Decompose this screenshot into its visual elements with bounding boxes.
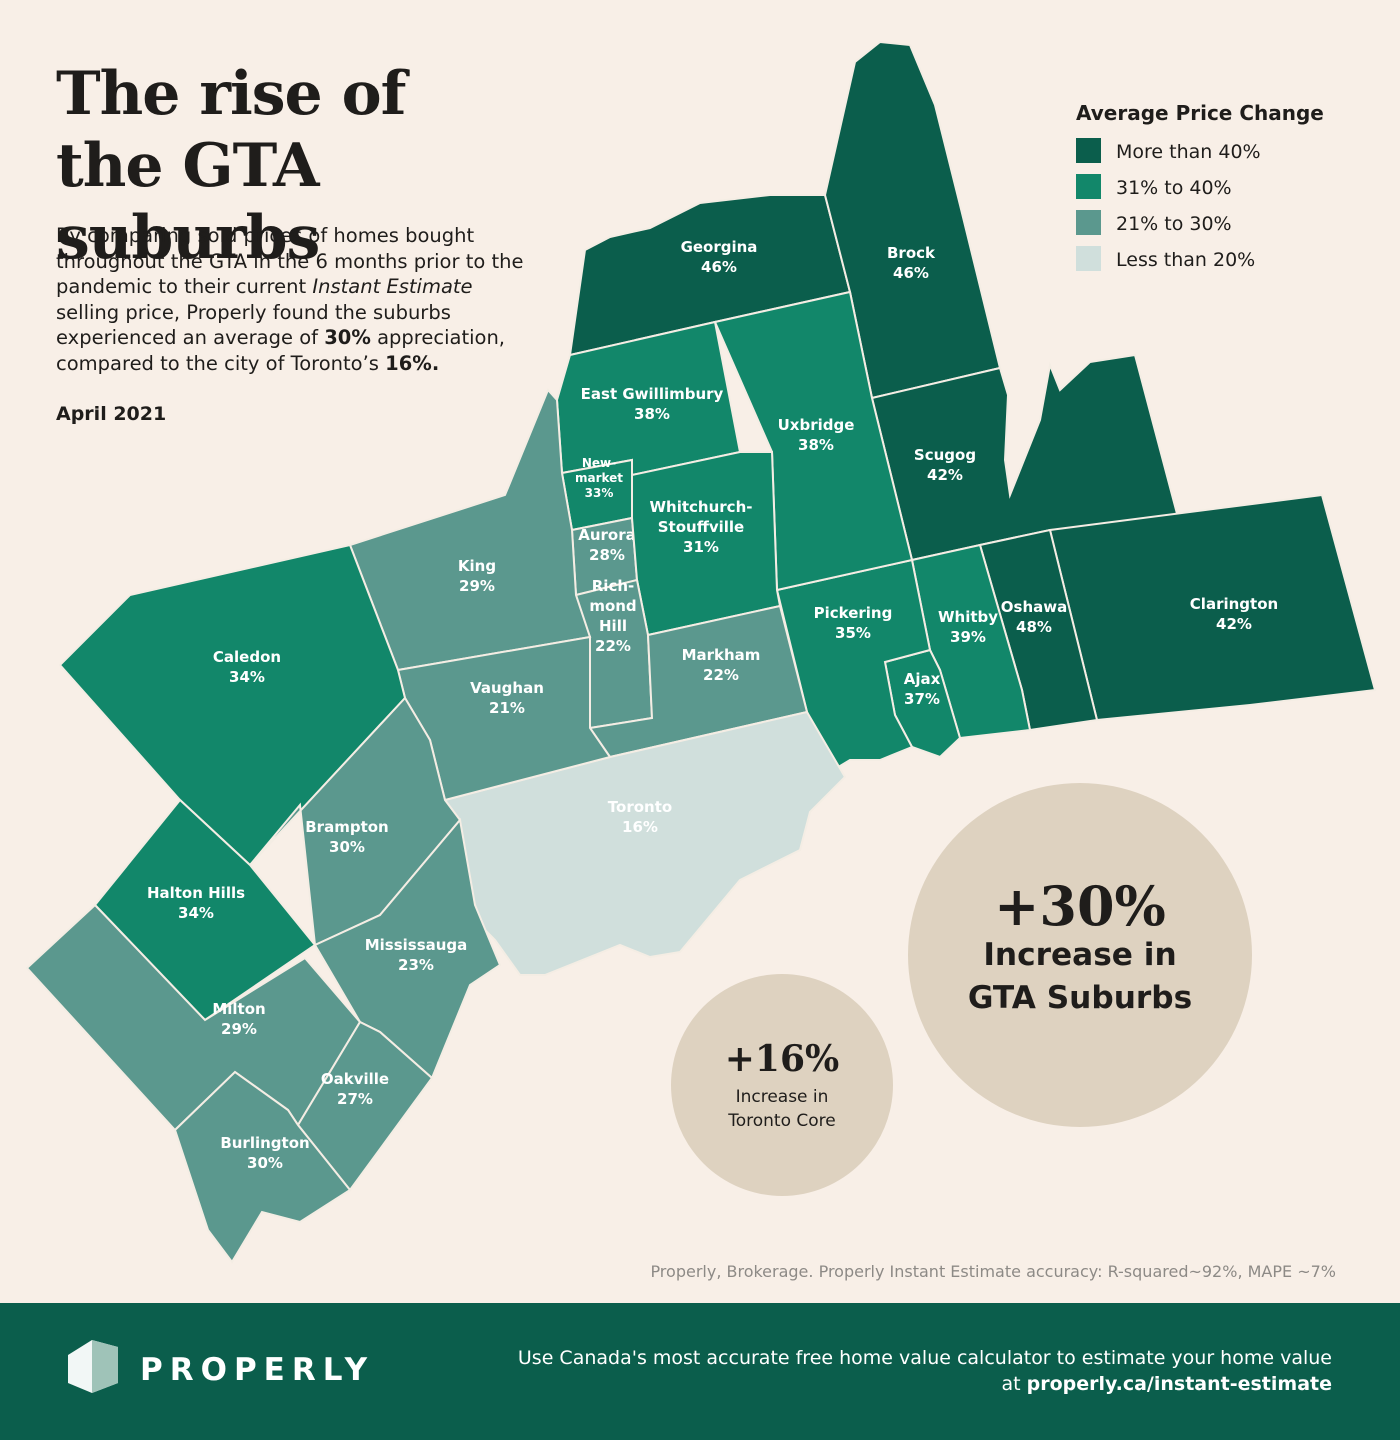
region xyxy=(173,1070,352,1264)
callout-figure: +30% xyxy=(994,874,1166,938)
intro: By comparing sold prices of homes bought… xyxy=(56,223,526,376)
region-name: Ajax xyxy=(904,670,941,688)
region-name: Whitchurch- xyxy=(650,498,753,516)
region-value: 30% xyxy=(247,1154,283,1172)
legend-label: 31% to 40% xyxy=(1116,177,1232,199)
region-name: Milton xyxy=(212,1000,265,1018)
legend-title: Average Price Change xyxy=(1076,101,1324,125)
callout-text: GTA Suburbs xyxy=(968,980,1192,1016)
footer: PROPERLY Use Canada's most accurate free… xyxy=(0,1303,1400,1440)
region-name: Oakville xyxy=(321,1070,389,1088)
region-value: 37% xyxy=(904,690,940,708)
region-name: Whitby xyxy=(938,608,998,626)
region-value: 42% xyxy=(927,466,963,484)
region-name: mond xyxy=(589,597,636,615)
region-value: 42% xyxy=(1216,615,1252,633)
region-value: 34% xyxy=(178,904,214,922)
region-value: 22% xyxy=(595,637,631,655)
region-name: Brock xyxy=(887,244,936,262)
legend-swatch xyxy=(1076,174,1101,199)
region-value: 21% xyxy=(489,699,525,717)
brand: PROPERLY xyxy=(140,1352,375,1388)
cta: Use Canada's most accurate free home val… xyxy=(518,1345,1332,1397)
region-name: Toronto xyxy=(608,798,672,816)
callout-circle xyxy=(908,783,1252,1127)
region-value: 22% xyxy=(703,666,739,684)
cta-link[interactable]: properly.ca/instant-estimate xyxy=(1026,1373,1332,1395)
callout-text: Increase in xyxy=(983,937,1176,973)
region-name: Hill xyxy=(599,617,627,635)
intro-segment: By comparing sold prices of homes bought… xyxy=(56,224,524,298)
region-value: 34% xyxy=(229,668,265,686)
cta-text: Use Canada's most accurate free home val… xyxy=(517,1347,1332,1369)
region-name: Halton Hills xyxy=(147,884,245,902)
intro-segment: 30% xyxy=(324,326,371,349)
intro-segment: appreciation, compared to the city of To… xyxy=(56,326,506,375)
callout-text: Increase in xyxy=(736,1087,829,1107)
logo-icon xyxy=(68,1340,118,1393)
source-note: Properly, Brokerage. Properly Instant Es… xyxy=(650,1262,1336,1281)
legend-swatch xyxy=(1076,138,1101,163)
region-name: Uxbridge xyxy=(778,416,855,434)
region-value: 29% xyxy=(459,577,495,595)
region-name: Burlington xyxy=(220,1134,309,1152)
region-value: 30% xyxy=(329,838,365,856)
region-value: 16% xyxy=(622,818,658,836)
region-name: Caledon xyxy=(213,648,281,666)
intro-segment: selling price, Properly found the suburb… xyxy=(56,300,451,350)
region-value: 33% xyxy=(585,486,614,500)
region-value: 46% xyxy=(701,258,737,276)
callout-figure: +16% xyxy=(725,1038,839,1080)
legend-label: More than 40% xyxy=(1116,141,1261,163)
region-value: 23% xyxy=(398,956,434,974)
region-name: Georgina xyxy=(681,238,758,256)
callout-circle xyxy=(671,974,893,1196)
legend-label: Less than 20% xyxy=(1116,249,1255,271)
region xyxy=(348,388,592,672)
intro-segment: Instant Estimate xyxy=(312,275,473,298)
region-value: 46% xyxy=(893,264,929,282)
region-name: King xyxy=(458,557,496,575)
date: April 2021 xyxy=(56,403,167,425)
region-name: Stouffville xyxy=(658,518,744,536)
region-name: Clarington xyxy=(1190,595,1278,613)
region-name: New- xyxy=(582,456,616,470)
legend-swatch xyxy=(1076,246,1101,271)
region-value: 29% xyxy=(221,1020,257,1038)
region-name: Pickering xyxy=(814,604,893,622)
region-name: Brampton xyxy=(305,818,388,836)
region-name: Oshawa xyxy=(1001,598,1067,616)
region-value: 48% xyxy=(1016,618,1052,636)
legend-label: 21% to 30% xyxy=(1116,213,1232,235)
region-value: 38% xyxy=(798,436,834,454)
callout-text: Toronto Core xyxy=(727,1111,836,1131)
region-name: market xyxy=(575,471,623,485)
title: The rise of the GTA suburbs xyxy=(56,59,406,273)
region-name: East Gwillimbury xyxy=(581,385,724,403)
cta-prefix: at xyxy=(1001,1373,1021,1395)
region-name: Scugog xyxy=(914,446,976,464)
region-value: 39% xyxy=(950,628,986,646)
region-name: Rich- xyxy=(592,577,635,595)
region-name: Mississauga xyxy=(365,936,468,954)
region-value: 28% xyxy=(589,546,625,564)
legend-swatch xyxy=(1076,210,1101,235)
intro-segment: 16%. xyxy=(385,351,440,375)
region-name: Vaughan xyxy=(470,679,544,697)
region-value: 31% xyxy=(683,538,719,556)
region-value: 38% xyxy=(634,405,670,423)
region-name: Markham xyxy=(682,646,761,664)
map: Georgina 46% Brock 46% Scugog 42% Clarington 42… xyxy=(25,40,1377,1264)
region-value: 35% xyxy=(835,624,871,642)
region-name: Aurora xyxy=(578,526,636,544)
region-value: 27% xyxy=(337,1090,373,1108)
